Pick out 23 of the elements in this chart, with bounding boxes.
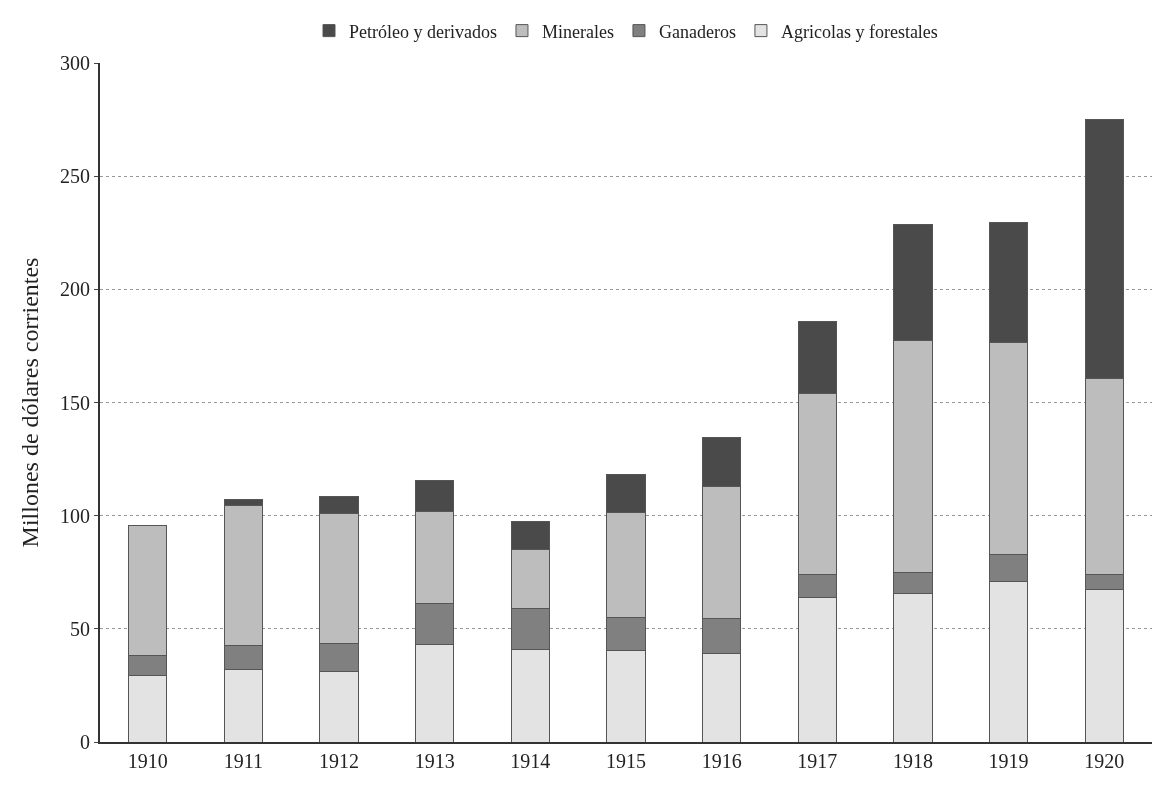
legend-label: Minerales (541, 21, 614, 42)
x-tick-label: 1910 (127, 750, 168, 772)
x-tick-label: 1920 (1084, 750, 1125, 772)
y-tick-label: 200 (60, 278, 90, 301)
x-tick-label: 1917 (797, 750, 838, 772)
x-tick-label: 1914 (510, 750, 551, 772)
y-tick-label: 100 (60, 504, 90, 527)
x-tick-label: 1919 (988, 750, 1029, 772)
x-tick-label: 1916 (701, 750, 742, 772)
legend-label: Agricolas y forestales (780, 21, 938, 42)
y-tick-label: 0 (80, 731, 90, 753)
x-tick-label: 1913 (414, 750, 455, 772)
x-tick-label: 1918 (892, 750, 933, 772)
y-tick-label: 300 (60, 52, 90, 74)
legend-label: Ganaderos (658, 21, 736, 42)
legend-label: Petróleo y derivados (349, 21, 497, 42)
x-tick-label: 1912 (319, 750, 360, 772)
y-tick-label: 50 (70, 617, 90, 640)
y-tick-label: 150 (60, 391, 90, 414)
x-tick-label: 1911 (223, 750, 264, 772)
x-tick-label: 1915 (606, 750, 646, 772)
y-axis-title: Millones de dólares corrientes (16, 257, 43, 548)
y-tick-label: 250 (60, 165, 90, 188)
